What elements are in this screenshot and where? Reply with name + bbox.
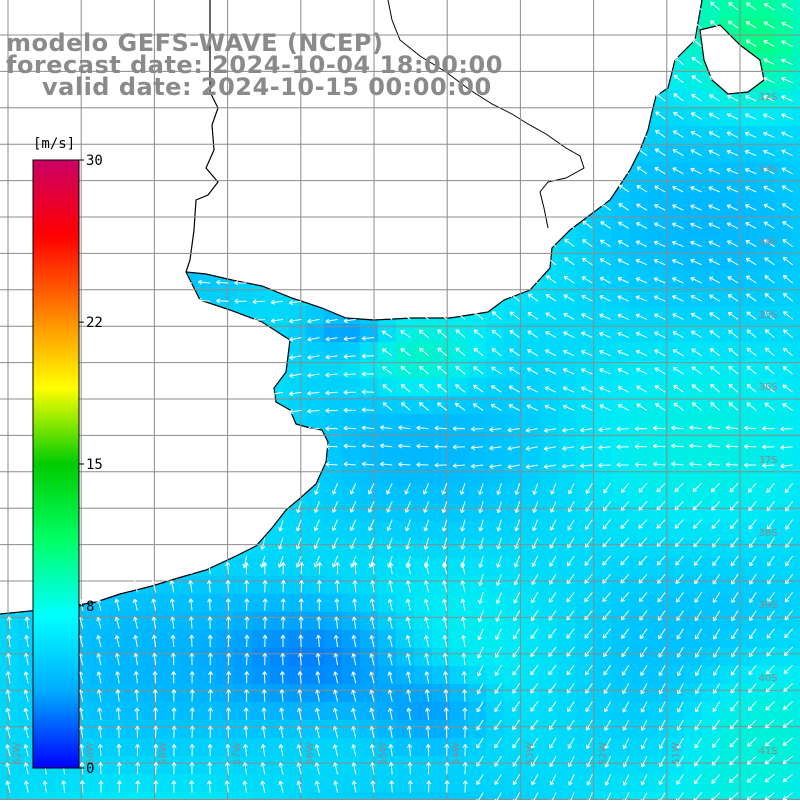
lon-label: 62W	[12, 742, 23, 765]
lon-label: 51W	[671, 742, 682, 765]
colorbar-tick-label: 8	[86, 599, 94, 615]
colorbar-frame	[32, 159, 80, 769]
lat-label: 35S	[758, 310, 777, 321]
lat-label: 33S	[758, 164, 777, 175]
land-polygon-west	[0, 0, 328, 614]
grid-labels: 32S 33S 34S 35S 36S 37S 38S 39S 40S 41S 62W 60W 58W 5…	[12, 92, 778, 765]
lon-label: 52W	[598, 742, 609, 765]
uruguay-border	[387, 0, 585, 229]
lat-label: 32S	[758, 92, 777, 103]
lon-label: 55W	[378, 742, 389, 765]
title-forecast-date: forecast date: 2024-10-04 18:00:00	[6, 51, 503, 79]
lat-label: 38S	[758, 528, 777, 539]
lat-label: 40S	[758, 673, 777, 684]
lat-label: 37S	[758, 455, 777, 466]
river-plate-north-coast	[185, 0, 703, 321]
lon-label: 56W	[305, 742, 316, 765]
colorbar-unit-label: [m/s]	[33, 136, 75, 152]
colorbar-tick-label: 0	[86, 761, 94, 777]
coastline	[0, 0, 329, 615]
title-valid-date: valid date: 2024-10-15 00:00:00	[42, 73, 492, 101]
colorbar-ticks: 30 22 15 8 0	[79, 153, 103, 777]
colorbar-tick-label: 15	[86, 457, 103, 473]
lon-label: 54W	[451, 742, 462, 765]
lon-label: 53W	[525, 742, 536, 765]
colorbar: [m/s] 30 22 15 8 0	[32, 136, 103, 777]
lat-label: 41S	[758, 746, 777, 757]
colorbar-tick-label: 22	[86, 315, 103, 331]
lat-label: 39S	[758, 600, 777, 611]
wind-vectors	[5, 1, 794, 804]
colorbar-tick-label: 30	[86, 153, 103, 169]
lat-label: 34S	[758, 237, 777, 248]
lon-label: 58W	[158, 742, 169, 765]
land-mask	[0, 0, 765, 615]
land-polygon-north	[186, 0, 702, 320]
lon-label: 57W	[232, 742, 243, 765]
lon-label: 60W	[85, 742, 96, 765]
lat-label: 36S	[758, 382, 777, 393]
title-model: modelo GEFS-WAVE (NCEP)	[6, 29, 384, 57]
